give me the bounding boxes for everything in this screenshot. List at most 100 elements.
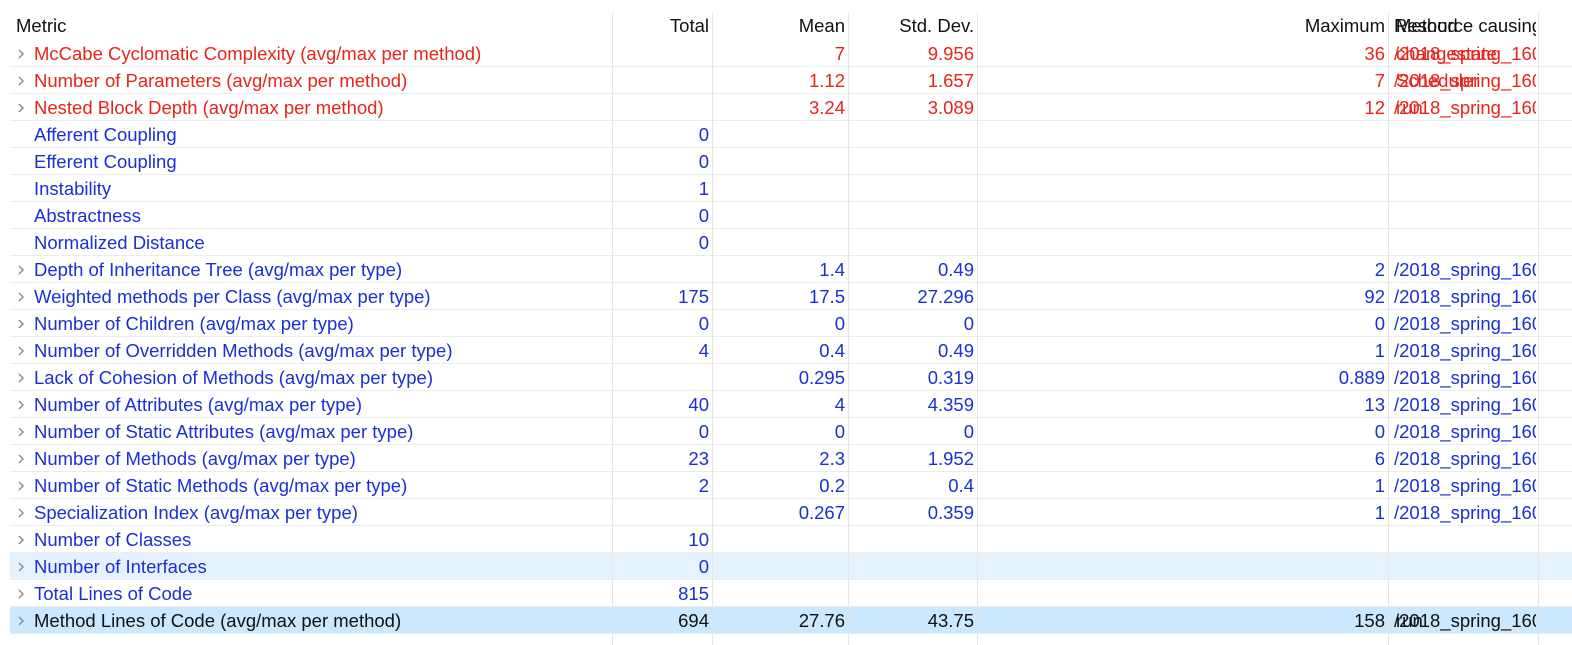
cell-mean: 0 [834,421,845,442]
arrow-icon [18,508,24,518]
expand-arrow[interactable] [16,499,28,526]
cell-resource: /2018_spring_16061142_5/src/Elevator.jav… [1394,43,1536,64]
cell-metric: Efferent Coupling [34,151,177,172]
cell-metric: Method Lines of Code (avg/max per method… [34,610,402,631]
table-row[interactable] [10,472,1572,499]
table-row[interactable] [10,580,1572,607]
table-row[interactable] [10,499,1572,526]
expand-arrow[interactable] [16,580,28,607]
cell-method: run [1396,97,1423,118]
table-row[interactable] [10,337,1572,364]
expand-arrow[interactable] [16,310,28,337]
expand-arrow[interactable] [16,526,28,553]
arrow-icon [18,265,24,275]
cell-metric: Number of Static Methods (avg/max per ty… [34,475,408,496]
cell-max: 158 [1354,610,1385,631]
cell-method: Scheduler [1396,70,1480,91]
expand-arrow[interactable] [16,553,28,580]
table-row[interactable] [10,418,1572,445]
cell-mean: 2.3 [819,448,845,469]
cell-metric: Instability [34,178,112,199]
cell-metric: McCabe Cyclomatic Complexity (avg/max pe… [34,43,482,64]
arrow-icon [18,346,24,356]
cell-std: 0 [963,313,974,334]
cell-std: 1.657 [927,70,974,91]
cell-resource: /2018_spring_16061142_5/src/Scheduler.ja… [1394,340,1536,361]
expand-arrow[interactable] [16,283,28,310]
cell-metric: Number of Parameters (avg/max per method… [34,70,408,91]
table-row[interactable] [10,175,1572,202]
table-row[interactable] [10,148,1572,175]
column-divider [612,12,613,645]
cell-metric: Weighted methods per Class (avg/max per … [34,286,431,307]
column-header[interactable]: Std. Dev. [899,15,974,36]
column-header[interactable]: Method [1396,15,1458,36]
cell-metric: Total Lines of Code [34,583,193,604]
cell-resource: /2018_spring_16061142_5/src/test.java [1394,502,1536,523]
expand-arrow[interactable] [16,364,28,391]
column-header[interactable]: Metric [16,15,67,36]
table-row[interactable] [10,283,1572,310]
expand-arrow[interactable] [16,40,28,67]
cell-metric: Afferent Coupling [34,124,177,145]
table-row[interactable] [10,391,1572,418]
cell-total: 0 [698,151,709,172]
arrow-icon [18,319,24,329]
table-row[interactable] [10,526,1572,553]
expand-arrow[interactable] [16,472,28,499]
arrow-icon [18,49,24,59]
cell-mean: 1.4 [819,259,845,280]
expand-arrow[interactable] [16,94,28,121]
table-row[interactable] [10,310,1572,337]
cell-resource: /2018_spring_16061142_5/src/RequestQueu.… [1394,367,1536,388]
arrow-icon [18,103,24,113]
arrow-icon [18,76,24,86]
table-row[interactable] [10,607,1572,634]
column-header[interactable]: Maximum [1304,15,1385,36]
cell-resource: /2018_spring_16061142_5/src/Elevator.jav… [1394,97,1536,118]
cell-total: 4 [698,340,709,361]
expand-arrow[interactable] [16,418,28,445]
cell-total: 0 [698,556,709,577]
table-row[interactable] [10,445,1572,472]
table-row[interactable] [10,364,1572,391]
table-row[interactable] [10,256,1572,283]
table-row[interactable] [10,67,1572,94]
cell-metric: Number of Methods (avg/max per type) [34,448,356,469]
arrow-icon [18,481,24,491]
expand-arrow[interactable] [16,67,28,94]
cell-max: 92 [1364,286,1385,307]
cell-std: 27.296 [917,286,974,307]
cell-max: 0 [1374,421,1385,442]
table-row[interactable] [10,94,1572,121]
cell-std: 0.4 [948,475,974,496]
cell-mean: 4 [834,394,845,415]
table-row[interactable] [10,202,1572,229]
cell-max: 0.889 [1338,367,1385,388]
column-divider [712,12,713,645]
arrow-icon [18,454,24,464]
expand-arrow[interactable] [16,391,28,418]
cell-metric: Number of Overridden Methods (avg/max pe… [34,340,453,361]
table-row[interactable] [10,121,1572,148]
arrow-icon [18,427,24,437]
expand-arrow[interactable] [16,445,28,472]
expand-arrow[interactable] [16,256,28,283]
table-row[interactable] [10,553,1572,580]
cell-max: 12 [1364,97,1385,118]
cell-resource: /2018_spring_16061142_5/src/Elevator.jav… [1394,448,1536,469]
column-header[interactable]: Resource causing Maximum [1394,15,1536,36]
column-header[interactable]: Mean [798,15,845,36]
expand-arrow[interactable] [16,607,28,634]
table-row[interactable] [10,40,1572,67]
column-header[interactable]: Total [669,15,709,36]
cell-max: 1 [1374,502,1385,523]
cell-total: 815 [678,583,709,604]
cell-total: 2 [698,475,709,496]
cell-std: 1.952 [927,448,974,469]
table-row[interactable] [10,229,1572,256]
cell-mean: 0 [834,313,845,334]
expand-arrow[interactable] [16,337,28,364]
cell-resource: /2018_spring_16061142_5/src/Elevator.jav… [1394,394,1536,415]
